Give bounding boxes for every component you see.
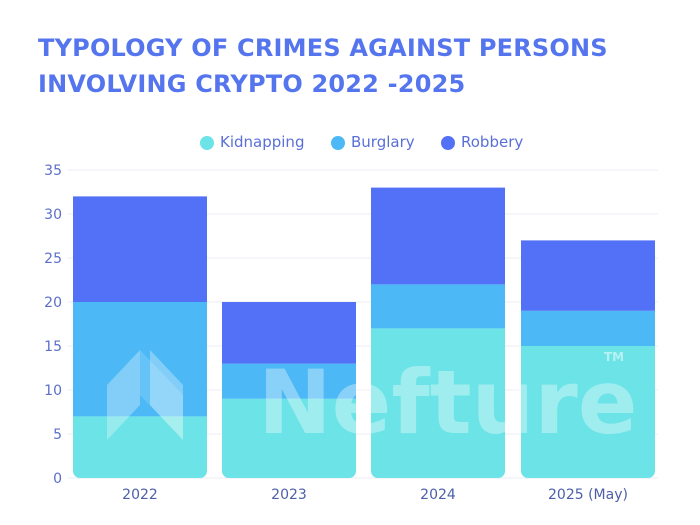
x-axis: 2022 2023 2024 2025 (May)	[122, 487, 628, 503]
y-tick-label: 10	[44, 383, 62, 399]
chart-title: TYPOLOGY OF CRIMES AGAINST PERSONS INVOL…	[38, 30, 678, 102]
x-tick-label: 2024	[420, 487, 456, 503]
legend-item-kidnapping: Kidnapping	[200, 133, 304, 151]
bar-segment-robbery	[222, 302, 356, 364]
chart-title-line-1: TYPOLOGY OF CRIMES AGAINST PERSONS	[38, 34, 608, 62]
y-tick-label: 0	[53, 471, 62, 487]
legend-swatch-kidnapping	[200, 136, 214, 150]
y-tick-label: 15	[44, 339, 62, 355]
bar-stack-2023	[222, 302, 356, 478]
bar-segment-kidnapping	[371, 328, 505, 478]
chart-title-line-2: INVOLVING CRYPTO 2022 -2025	[38, 70, 466, 98]
watermark-tm: TM	[604, 350, 624, 364]
y-tick-label: 35	[44, 163, 62, 179]
bar-segment-burglary	[371, 284, 505, 329]
bar-segment-burglary	[222, 363, 356, 399]
bar-segment-kidnapping	[222, 398, 356, 478]
bar-segment-kidnapping	[73, 416, 207, 478]
legend-item-burglary: Burglary	[331, 133, 415, 151]
bar-segment-robbery	[521, 240, 655, 311]
y-tick-label: 30	[44, 207, 62, 223]
x-tick-label: 2025 (May)	[548, 487, 628, 503]
bar-stack-2022	[73, 196, 207, 478]
bar-stack-2024	[371, 187, 505, 478]
watermark-text: Nefture	[258, 351, 637, 454]
legend-item-robbery: Robbery	[441, 133, 523, 151]
legend-label-kidnapping: Kidnapping	[220, 133, 304, 151]
legend-label-robbery: Robbery	[461, 133, 523, 151]
y-tick-label: 25	[44, 251, 62, 267]
legend-swatch-burglary	[331, 136, 345, 150]
bars	[73, 187, 655, 478]
bar-segment-robbery	[73, 196, 207, 302]
y-tick-label: 20	[44, 295, 62, 311]
legend-swatch-robbery	[441, 136, 455, 150]
nefture-logo-icon	[107, 350, 183, 440]
bar-segment-robbery	[371, 187, 505, 285]
legend-label-burglary: Burglary	[351, 133, 415, 151]
legend: Kidnapping Burglary Robbery	[200, 133, 523, 151]
bar-stack-2025-may	[521, 240, 655, 478]
x-tick-label: 2023	[271, 487, 307, 503]
bar-segment-burglary	[521, 310, 655, 346]
x-tick-label: 2022	[122, 487, 158, 503]
bar-segment-kidnapping	[521, 346, 655, 478]
bar-segment-burglary	[73, 302, 207, 417]
watermark: Nefture TM	[107, 350, 637, 454]
y-tick-label: 5	[53, 427, 62, 443]
y-axis: 0 5 10 15 20 25 30 35	[44, 163, 62, 487]
